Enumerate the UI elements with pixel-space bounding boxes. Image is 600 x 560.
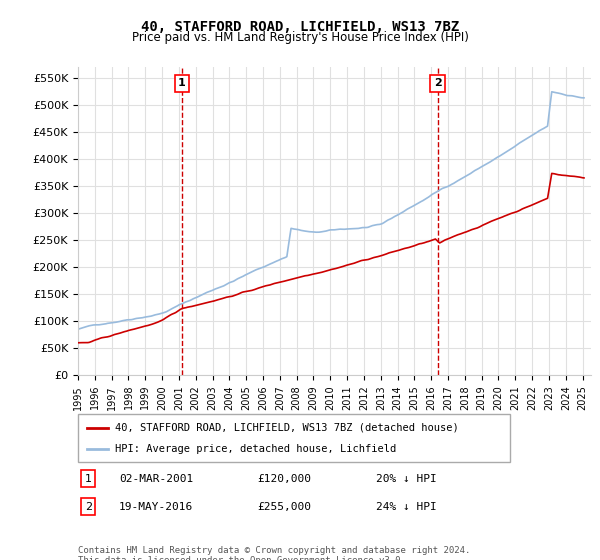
Text: 20% ↓ HPI: 20% ↓ HPI <box>376 474 436 484</box>
Text: 2: 2 <box>434 78 442 88</box>
Text: 40, STAFFORD ROAD, LICHFIELD, WS13 7BZ (detached house): 40, STAFFORD ROAD, LICHFIELD, WS13 7BZ (… <box>115 423 458 433</box>
Text: £120,000: £120,000 <box>257 474 311 484</box>
Text: 1: 1 <box>178 78 185 88</box>
Text: 02-MAR-2001: 02-MAR-2001 <box>119 474 193 484</box>
FancyBboxPatch shape <box>78 414 510 462</box>
Text: 2: 2 <box>85 502 92 512</box>
Text: HPI: Average price, detached house, Lichfield: HPI: Average price, detached house, Lich… <box>115 444 396 454</box>
Text: Price paid vs. HM Land Registry's House Price Index (HPI): Price paid vs. HM Land Registry's House … <box>131 31 469 44</box>
Text: 1: 1 <box>85 474 92 484</box>
Text: 40, STAFFORD ROAD, LICHFIELD, WS13 7BZ: 40, STAFFORD ROAD, LICHFIELD, WS13 7BZ <box>141 20 459 34</box>
Text: 24% ↓ HPI: 24% ↓ HPI <box>376 502 436 512</box>
Text: 19-MAY-2016: 19-MAY-2016 <box>119 502 193 512</box>
Text: Contains HM Land Registry data © Crown copyright and database right 2024.
This d: Contains HM Land Registry data © Crown c… <box>78 546 470 560</box>
Text: £255,000: £255,000 <box>257 502 311 512</box>
